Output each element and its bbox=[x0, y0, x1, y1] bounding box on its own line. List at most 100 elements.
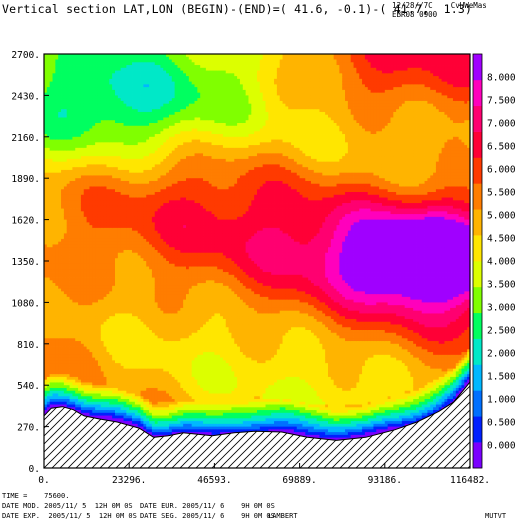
contour-cell bbox=[44, 382, 48, 386]
contour-cell bbox=[69, 385, 73, 389]
contour-cell bbox=[106, 396, 110, 400]
contour-cell bbox=[61, 283, 65, 287]
contour-cell bbox=[146, 56, 150, 60]
contour-cell bbox=[80, 158, 85, 163]
contour-cell bbox=[92, 307, 96, 312]
contour-cell bbox=[129, 167, 133, 171]
contour-cell bbox=[132, 412, 136, 416]
contour-cell bbox=[63, 78, 68, 82]
contour-cell bbox=[66, 169, 70, 174]
contour-cell bbox=[112, 56, 116, 60]
contour-cell bbox=[143, 376, 147, 381]
contour-cell bbox=[117, 415, 122, 419]
contour-cell bbox=[109, 252, 113, 256]
contour-cell bbox=[120, 241, 124, 245]
contour-cell bbox=[89, 321, 93, 325]
contour-cell bbox=[83, 291, 87, 295]
contour-cell bbox=[83, 216, 87, 220]
contour-cell bbox=[86, 244, 90, 248]
contour-cell bbox=[86, 277, 90, 281]
contour-cell bbox=[89, 169, 93, 174]
contour-cell bbox=[72, 272, 76, 276]
contour-cell bbox=[58, 299, 62, 303]
contour-cell bbox=[132, 111, 136, 116]
contour-cell bbox=[137, 164, 141, 168]
contour-cell bbox=[112, 318, 116, 323]
contour-cell bbox=[46, 363, 51, 367]
contour-cell bbox=[78, 216, 82, 220]
contour-cell bbox=[103, 145, 107, 149]
contour-cell bbox=[44, 186, 48, 190]
contour-cell bbox=[66, 272, 70, 276]
contour-cell bbox=[143, 387, 147, 392]
contour-cell bbox=[69, 230, 73, 234]
contour-cell bbox=[72, 136, 76, 140]
contour-cell bbox=[129, 150, 133, 154]
contour-cell bbox=[55, 95, 59, 99]
contour-cell bbox=[97, 98, 102, 102]
contour-cell bbox=[134, 222, 139, 226]
contour-cell bbox=[112, 269, 116, 273]
contour-cell bbox=[78, 95, 82, 99]
contour-cell bbox=[61, 404, 65, 408]
contour-cell bbox=[109, 393, 113, 397]
contour-cell bbox=[86, 274, 90, 278]
contour-cell bbox=[132, 203, 136, 207]
contour-cell bbox=[89, 299, 93, 303]
contour-cell bbox=[120, 305, 124, 309]
contour-cell bbox=[140, 324, 144, 328]
contour-cell bbox=[143, 197, 147, 201]
contour-cell bbox=[61, 65, 65, 69]
contour-cell bbox=[75, 180, 79, 185]
contour-cell bbox=[100, 73, 105, 77]
contour-cell bbox=[149, 123, 153, 127]
contour-cell bbox=[75, 341, 79, 345]
contour-cell bbox=[66, 186, 70, 190]
contour-cell bbox=[52, 109, 56, 113]
contour-cell bbox=[92, 134, 96, 138]
contour-cell bbox=[95, 354, 99, 358]
contour-cell bbox=[143, 302, 147, 306]
contour-cell bbox=[137, 98, 141, 102]
contour-cell bbox=[112, 164, 116, 168]
contour-cell bbox=[95, 247, 99, 251]
contour-cell bbox=[95, 341, 99, 345]
contour-cell bbox=[137, 249, 141, 254]
contour-cell bbox=[80, 109, 85, 113]
contour-cell bbox=[95, 56, 99, 60]
contour-cell bbox=[95, 92, 99, 96]
contour-cell bbox=[134, 78, 139, 82]
contour-cell bbox=[46, 54, 51, 58]
contour-cell bbox=[106, 219, 110, 223]
contour-cell bbox=[72, 230, 76, 234]
contour-cell bbox=[61, 399, 65, 403]
contour-cell bbox=[140, 156, 144, 160]
contour-cell bbox=[126, 360, 130, 364]
contour-cell bbox=[140, 194, 144, 198]
contour-cell bbox=[120, 216, 124, 220]
contour-cell bbox=[126, 205, 130, 209]
contour-cell bbox=[75, 360, 79, 364]
contour-cell bbox=[44, 321, 48, 325]
contour-cell bbox=[69, 365, 73, 370]
contour-cell bbox=[103, 349, 107, 353]
contour-cell bbox=[120, 169, 124, 174]
contour-cell bbox=[63, 354, 68, 358]
contour-cell bbox=[80, 316, 85, 320]
contour-cell bbox=[63, 387, 68, 392]
contour-cell bbox=[109, 327, 113, 331]
contour-cell bbox=[49, 247, 53, 251]
contour-cell bbox=[66, 288, 70, 292]
contour-cell bbox=[78, 368, 82, 372]
contour-cell bbox=[92, 161, 96, 165]
contour-cell bbox=[58, 404, 62, 408]
contour-cell bbox=[86, 230, 90, 234]
contour-cell bbox=[46, 109, 51, 113]
contour-cell bbox=[149, 62, 153, 66]
contour-cell bbox=[55, 263, 59, 267]
contour-cell bbox=[115, 291, 119, 295]
contour-cell bbox=[61, 70, 65, 74]
contour-cell bbox=[143, 310, 147, 314]
contour-cell bbox=[92, 360, 96, 364]
contour-cell bbox=[132, 247, 136, 251]
